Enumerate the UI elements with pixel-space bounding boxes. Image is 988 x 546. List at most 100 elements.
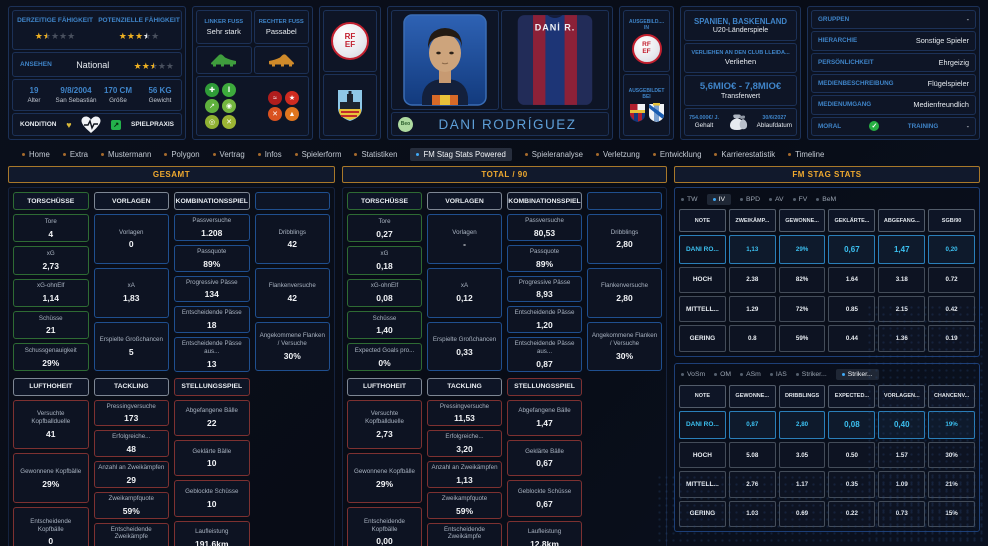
stat-value: 22 (207, 418, 217, 429)
fm-row-name: GERING (679, 325, 726, 352)
stat-value: 1,47 (536, 418, 553, 429)
stat-cell: Entscheidende Pässe 18 (174, 306, 250, 333)
stat-cell: Geklärte Bälle 0,67 (507, 439, 582, 477)
tab-bullet-icon (101, 152, 105, 156)
stat-label: Progressive Pässe (185, 278, 238, 286)
tab-entwicklung[interactable]: Entwicklung (652, 150, 701, 159)
stats-row: GESAMT TORSCHÜSSE Tore 4 xG 2,73 xG-ohnElf 1,14… (8, 166, 980, 546)
fm-tab-striker-[interactable]: Striker... (795, 371, 827, 378)
fm-tab-vosm[interactable]: VoSm (681, 371, 705, 378)
stat-cell: xG 0,18 (347, 246, 422, 275)
bio-value: 9/8/2004 (60, 86, 92, 95)
loan-cell: VERLIEHEN AN DEN CLUB LLEIDA... Verliehe… (684, 42, 797, 73)
tab-karrierestatistik[interactable]: Karrierestatistik (714, 150, 775, 159)
fm-tab-label: ASm (746, 371, 761, 378)
stat-column-header: TORSCHÜSSE (347, 192, 422, 210)
stat-cell: Versuchte Kopfballduelle 2,73 (347, 399, 422, 450)
fm-stat-cell: 59% (778, 325, 826, 352)
stat-cell: Erspielte Großchancen 0,33 (427, 321, 502, 372)
tab-bullet-icon (712, 197, 716, 201)
fm-tab-iv[interactable]: IV (706, 193, 731, 205)
stat-label: Entscheidende Zweikämpfe (110, 525, 152, 541)
fm-role-tabs: TW IV BPD AV FV BeM (679, 192, 975, 206)
tab-label: Karrierestatistik (721, 149, 776, 159)
fm-stat-cell: 82% (778, 266, 826, 293)
stat-column: TACKLING Pressingversuche 173 Erfolgreiche.… (93, 377, 169, 546)
badges-panel: RF EF (319, 6, 381, 140)
moral-label: MORAL (818, 122, 842, 130)
tab-bullet-icon (769, 373, 773, 376)
tab-extra[interactable]: Extra (62, 150, 88, 159)
stat-column-header (587, 192, 662, 210)
fm-row-name: GERING (679, 500, 726, 527)
fm-tab-om[interactable]: OM (714, 371, 731, 378)
tab-bullet-icon (714, 373, 718, 376)
trained-in-label: AUSGEBILD.... IN (628, 18, 664, 32)
stat-label: Passquote (529, 247, 560, 255)
current-ability-stars: ★★★★★★ (35, 26, 75, 44)
fm-tab-striker-[interactable]: Striker... (835, 369, 879, 380)
tab-timeline[interactable]: Timeline (788, 150, 824, 159)
fm-tab-fv[interactable]: FV (792, 196, 807, 203)
bio-item: 9/8/2004 San Sebastián (55, 86, 97, 104)
tab-infos[interactable]: Infos (257, 150, 282, 159)
stat-value: 18 (207, 320, 217, 330)
star-icon: ★★ (149, 60, 158, 71)
expiry-date: 30/6/2027 (762, 114, 787, 121)
negative-traits: ≈ ★ ✕ ▲ (268, 91, 300, 121)
tab-bullet-icon (164, 152, 168, 156)
stat-column-header: TACKLING (93, 377, 169, 396)
tab-verletzung[interactable]: Verletzung (595, 150, 640, 159)
tab-home[interactable]: Home (22, 150, 50, 159)
tab-vertrag[interactable]: Vertrag (212, 150, 245, 159)
stat-label: Geblockte Schüsse (185, 488, 239, 496)
stat-column-header: KOMBINATIONSSPIEL (174, 192, 250, 210)
stat-value: 191,6km (194, 539, 229, 546)
fm-tab-label: VoSm (687, 371, 706, 378)
real-sociedad-crest-icon (648, 102, 664, 122)
fm-column-header: EXPECTED... (828, 384, 876, 408)
tab-mustermann[interactable]: Mustermann (101, 150, 151, 159)
fm-stat-cell: 3.18 (878, 266, 926, 293)
stat-value: 0,67 (536, 498, 553, 509)
fm-stat-cell: 1.03 (728, 500, 776, 527)
fm-column-header: CHANCENV... (928, 384, 975, 408)
bio-label: Alter (27, 97, 41, 104)
fm-stat-cell: 0,40 (878, 410, 926, 440)
tab-spieleranalyse[interactable]: Spieleranalyse (524, 150, 583, 159)
stat-column-header: VORLAGEN (93, 192, 169, 210)
fm-stat-cell: 0.35 (828, 471, 876, 498)
stat-label: Expected Goals pro... (354, 346, 415, 354)
fm-tab-asm[interactable]: ASm (740, 371, 761, 378)
bio-cell: 19 Alter 9/8/2004 San Sebastián 170 CM Größe 5… (12, 79, 182, 111)
fm-tab-bpd[interactable]: BPD (740, 196, 760, 203)
shirt-name: DANİ R. (535, 22, 575, 32)
tab-spielerform[interactable]: Spielerform (294, 150, 341, 159)
stat-grid: LUFTHOHEIT Versuchte Kopfballduelle 41 Gewo… (13, 377, 330, 546)
stat-label: Abgefangene Bälle (185, 407, 238, 415)
stat-label: Erspielte Großchancen (99, 336, 163, 344)
stat-cell: Flankenversuche 42 (254, 267, 330, 318)
stat-label: Erspielte Großchancen (432, 336, 497, 344)
fm-tab-av[interactable]: AV (768, 196, 784, 203)
stat-value: 29% (42, 357, 60, 368)
transfer-value-cell: 5,6MIO€ - 7,8MIO€ Transferwert (684, 75, 797, 106)
info-row: MEDIENUMGANG Medienfreundlich (811, 95, 976, 115)
fm-stat-cell: 0,87 (728, 410, 776, 440)
flask-icon: ▲ (285, 107, 299, 121)
tab-bullet-icon (681, 373, 684, 376)
tab-label: Home (29, 149, 50, 159)
fm-tab-ias[interactable]: IAS (769, 371, 787, 378)
stat-cell: Entscheidende Pässe aus... 13 (174, 337, 250, 372)
stat-cell: Flankenversuche 2,80 (587, 267, 662, 318)
nationality-subtitle: U20-Länderspiele (712, 26, 769, 34)
fm-stat-cell: 0.50 (828, 442, 876, 469)
tab-fm-stag-stats-powered[interactable]: FM Stag Stats Powered (410, 147, 512, 161)
fm-stat-cell: 1.29 (728, 295, 776, 323)
fm-tab-tw[interactable]: TW (681, 196, 698, 203)
tab-polygon[interactable]: Polygon (164, 150, 200, 159)
stat-cell: Erspielte Großchancen 5 (93, 321, 169, 372)
fm-tab-bem[interactable]: BeM (816, 196, 836, 203)
tab-statistiken[interactable]: Statistiken (354, 150, 397, 159)
feet-traits-panel: LINKER FUSS Sehr stark RECHTER FUSS Pass… (192, 6, 313, 140)
